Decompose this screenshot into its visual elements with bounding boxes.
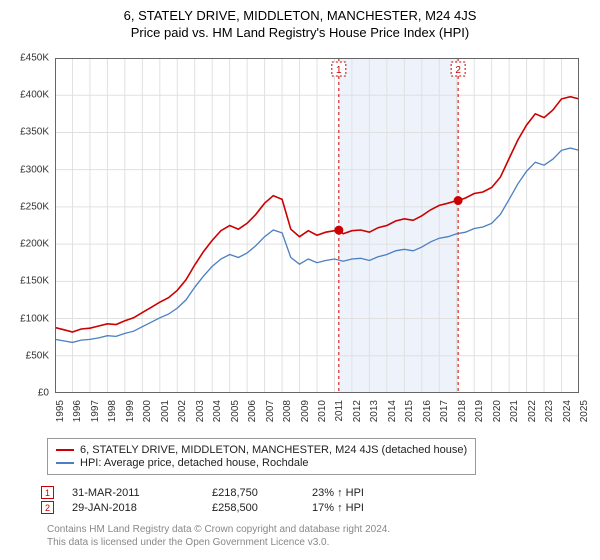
x-tick-label: 2012 — [352, 400, 363, 422]
y-tick-label: £150K — [20, 276, 49, 287]
x-tick-label: 2006 — [247, 400, 258, 422]
y-tick-label: £200K — [20, 239, 49, 250]
x-tick-label: 2016 — [422, 400, 433, 422]
legend-swatch — [56, 462, 74, 464]
sale-pct-vs-hpi: 23% ↑ HPI — [312, 487, 392, 499]
x-tick-label: 2021 — [509, 400, 520, 422]
sale-date: 31-MAR-2011 — [72, 487, 212, 499]
sale-price: £258,500 — [212, 502, 312, 514]
chart-container: 6, STATELY DRIVE, MIDDLETON, MANCHESTER,… — [0, 0, 600, 560]
x-tick-label: 2017 — [439, 400, 450, 422]
attribution-line1: Contains HM Land Registry data © Crown c… — [47, 524, 390, 537]
y-tick-label: £350K — [20, 127, 49, 138]
x-tick-label: 2023 — [544, 400, 555, 422]
x-tick-label: 1997 — [90, 400, 101, 422]
x-tick-label: 1996 — [72, 400, 83, 422]
x-tick-label: 1999 — [125, 400, 136, 422]
x-tick-label: 2007 — [265, 400, 276, 422]
legend-label: HPI: Average price, detached house, Roch… — [80, 457, 309, 469]
title-block: 6, STATELY DRIVE, MIDDLETON, MANCHESTER,… — [0, 0, 600, 40]
sale-price: £218,750 — [212, 487, 312, 499]
x-tick-label: 2001 — [160, 400, 171, 422]
plot-area: 12 — [55, 58, 579, 393]
legend-row: HPI: Average price, detached house, Roch… — [56, 457, 467, 469]
y-tick-label: £0 — [38, 388, 49, 399]
legend-label: 6, STATELY DRIVE, MIDDLETON, MANCHESTER,… — [80, 444, 467, 456]
y-tick-label: £50K — [26, 350, 49, 361]
sales-row: 2 29-JAN-2018£258,50017% ↑ HPI — [41, 501, 392, 514]
x-tick-label: 2000 — [142, 400, 153, 422]
x-tick-label: 1995 — [55, 400, 66, 422]
x-tick-label: 2003 — [195, 400, 206, 422]
x-axis-labels: 1995 1996 1997 1998 1999 2000 2001 2002 2003 2004… — [55, 400, 579, 440]
sales-table: 1 31-MAR-2011£218,75023% ↑ HPI 2 29-JAN-201… — [41, 484, 392, 516]
sales-row: 1 31-MAR-2011£218,75023% ↑ HPI — [41, 486, 392, 499]
x-tick-label: 2004 — [212, 400, 223, 422]
x-tick-label: 2011 — [334, 400, 345, 422]
sale-marker-box: 2 — [41, 501, 54, 514]
attribution-line2: This data is licensed under the Open Gov… — [47, 537, 390, 550]
y-tick-label: £250K — [20, 201, 49, 212]
x-tick-label: 2010 — [317, 400, 328, 422]
sale-marker-box: 1 — [41, 486, 54, 499]
x-tick-label: 2005 — [230, 400, 241, 422]
attribution: Contains HM Land Registry data © Crown c… — [47, 524, 390, 549]
plot-svg: 12 — [55, 58, 579, 393]
legend-swatch — [56, 449, 74, 451]
x-tick-label: 2008 — [282, 400, 293, 422]
y-tick-label: £400K — [20, 90, 49, 101]
y-tick-label: £300K — [20, 164, 49, 175]
x-tick-label: 2009 — [300, 400, 311, 422]
x-tick-label: 2014 — [387, 400, 398, 422]
address-title: 6, STATELY DRIVE, MIDDLETON, MANCHESTER,… — [0, 8, 600, 23]
x-tick-label: 2024 — [562, 400, 573, 422]
y-axis-labels: £0£50K£100K£150K£200K£250K£300K£350K£400… — [0, 58, 53, 393]
sale-pct-vs-hpi: 17% ↑ HPI — [312, 502, 392, 514]
y-tick-label: £100K — [20, 313, 49, 324]
x-tick-label: 2025 — [579, 400, 590, 422]
x-tick-label: 2013 — [369, 400, 380, 422]
svg-text:1: 1 — [336, 65, 342, 76]
y-tick-label: £450K — [20, 53, 49, 64]
legend-box: 6, STATELY DRIVE, MIDDLETON, MANCHESTER,… — [47, 438, 476, 475]
x-tick-label: 2015 — [404, 400, 415, 422]
svg-text:2: 2 — [455, 65, 461, 76]
x-tick-label: 2018 — [457, 400, 468, 422]
x-tick-label: 2019 — [474, 400, 485, 422]
x-tick-label: 2002 — [177, 400, 188, 422]
x-tick-label: 2020 — [492, 400, 503, 422]
x-tick-label: 1998 — [107, 400, 118, 422]
subtitle: Price paid vs. HM Land Registry's House … — [0, 25, 600, 40]
legend-row: 6, STATELY DRIVE, MIDDLETON, MANCHESTER,… — [56, 444, 467, 456]
x-tick-label: 2022 — [527, 400, 538, 422]
sale-date: 29-JAN-2018 — [72, 502, 212, 514]
